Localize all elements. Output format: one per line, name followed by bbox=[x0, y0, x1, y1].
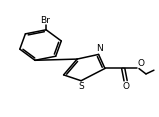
Text: S: S bbox=[78, 82, 84, 91]
Text: O: O bbox=[122, 82, 129, 91]
Text: O: O bbox=[137, 59, 144, 68]
Text: N: N bbox=[96, 44, 103, 53]
Text: Br: Br bbox=[40, 16, 50, 25]
